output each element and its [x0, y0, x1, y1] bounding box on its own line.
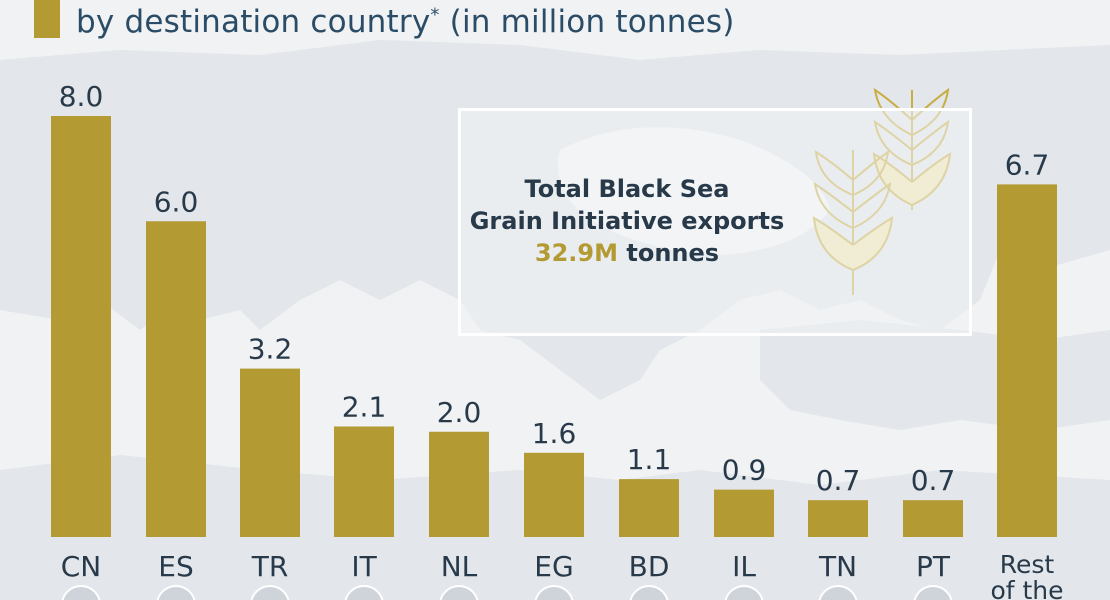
bar-it: [334, 426, 394, 537]
subtitle-unit: (in million tonnes): [439, 4, 735, 40]
value-label: 0.7: [816, 464, 861, 497]
subtitle-main: by destination country: [76, 4, 431, 40]
flag-icon: [534, 585, 574, 600]
category-labels-group: CN ES TR IT NL EG BD IL TN PT Rest of the: [61, 550, 1064, 600]
category-label: NL: [441, 550, 478, 583]
bar-bd: [619, 479, 679, 537]
title-accent-bar: [34, 0, 60, 38]
bar-tn: [808, 500, 868, 537]
bar-il: [714, 489, 774, 537]
flag-icon: [629, 585, 669, 600]
value-labels-group: 8.0 6.0 3.2 2.1 2.0 1.6 1.1 0.9 0.7 0.7 6.7: [59, 80, 1050, 497]
info-box-text: Total Black Sea Grain Initiative exports…: [460, 173, 794, 269]
flag-icon: [61, 585, 101, 600]
bar-tr: [240, 368, 300, 537]
value-label: 6.7: [1005, 148, 1050, 181]
info-line-1: Total Black Sea: [524, 175, 730, 203]
bar-nl: [429, 431, 489, 537]
flag-icon: [250, 585, 290, 600]
subtitle-footnote-marker: *: [430, 4, 440, 26]
flag-icon: [913, 585, 953, 600]
bar-pt: [903, 500, 963, 537]
category-label: BD: [629, 550, 670, 583]
flag-icon: [156, 585, 196, 600]
value-label: 1.6: [532, 417, 577, 450]
category-label: Rest of the: [990, 550, 1063, 600]
category-label: IT: [351, 550, 377, 583]
category-label: TR: [251, 550, 289, 583]
bars-group: [51, 116, 1057, 537]
info-line-3: 32.9M tonnes: [460, 237, 794, 269]
bar-eg: [524, 452, 584, 537]
category-label: TN: [818, 550, 857, 583]
bar-es: [146, 221, 206, 537]
flag-icon: [439, 585, 479, 600]
flag-icon: [344, 585, 384, 600]
category-label: ES: [158, 550, 193, 583]
category-label: IL: [732, 550, 756, 583]
value-label: 0.9: [722, 454, 767, 487]
value-label: 2.0: [437, 396, 482, 429]
value-label: 1.1: [627, 443, 672, 476]
bar-cn: [51, 116, 111, 537]
value-label: 8.0: [59, 80, 104, 113]
category-label: EG: [534, 550, 573, 583]
category-label: PT: [916, 550, 951, 583]
flag-icon: [818, 585, 858, 600]
chart-subtitle: by destination country* (in million tonn…: [76, 4, 735, 40]
flag-icon: [724, 585, 764, 600]
info-line-2: Grain Initiative exports: [469, 207, 785, 235]
category-label: CN: [61, 550, 102, 583]
value-label: 6.0: [154, 185, 199, 218]
info-total-value: 32.9M: [534, 239, 619, 267]
info-box: [458, 108, 972, 336]
value-label: 0.7: [911, 464, 956, 497]
value-label: 3.2: [248, 333, 293, 366]
bar-rest-of-the: [997, 184, 1057, 537]
flags-group: [61, 585, 953, 600]
value-label: 2.1: [342, 390, 387, 423]
info-total-unit: tonnes: [618, 239, 720, 267]
